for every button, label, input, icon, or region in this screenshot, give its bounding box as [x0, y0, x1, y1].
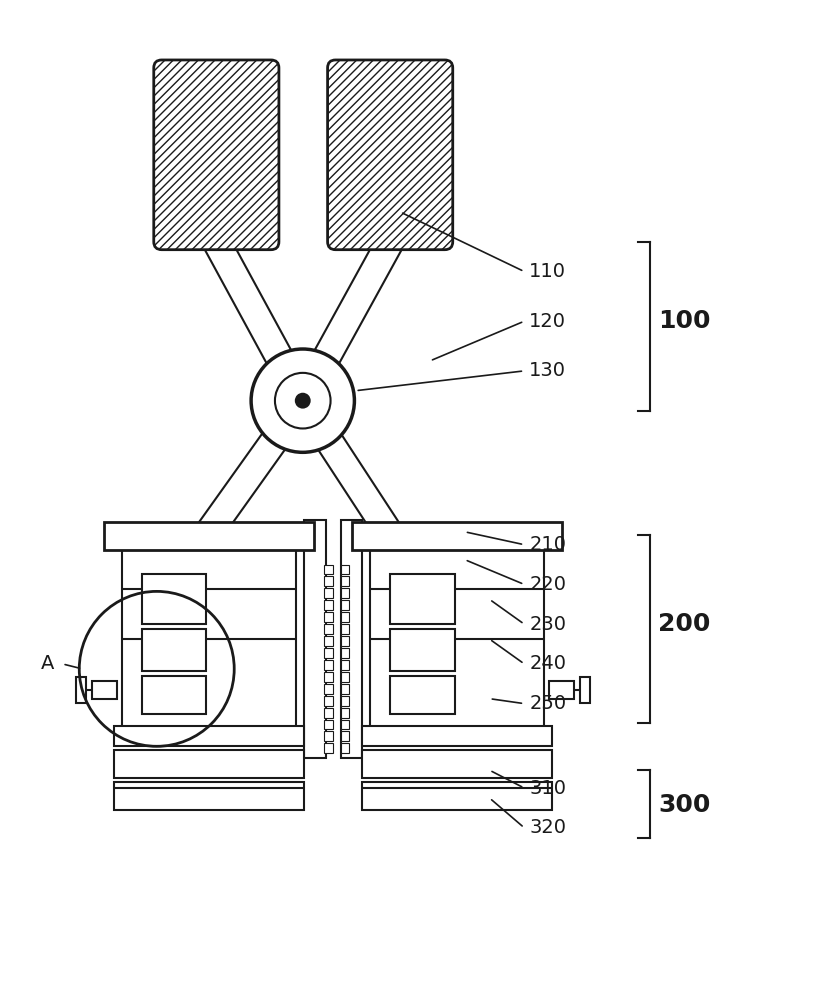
- Bar: [324, 660, 333, 670]
- Bar: [122, 550, 295, 728]
- Polygon shape: [185, 393, 314, 558]
- Bar: [340, 720, 349, 729]
- Bar: [76, 677, 86, 703]
- Bar: [340, 648, 349, 658]
- Circle shape: [295, 393, 310, 409]
- Bar: [390, 574, 455, 624]
- Polygon shape: [290, 235, 403, 407]
- Bar: [580, 677, 590, 703]
- Bar: [324, 636, 333, 646]
- Bar: [324, 576, 333, 586]
- Bar: [324, 612, 333, 622]
- Bar: [340, 600, 349, 610]
- Bar: [340, 612, 349, 622]
- FancyBboxPatch shape: [154, 60, 279, 250]
- Bar: [324, 708, 333, 718]
- Bar: [340, 708, 349, 718]
- Bar: [390, 676, 455, 714]
- Bar: [324, 696, 333, 706]
- Text: 200: 200: [658, 612, 710, 636]
- Bar: [114, 726, 304, 746]
- Bar: [104, 522, 314, 550]
- Bar: [324, 648, 333, 658]
- Bar: [340, 684, 349, 694]
- Bar: [340, 636, 349, 646]
- Text: 120: 120: [530, 312, 566, 331]
- Bar: [370, 550, 544, 728]
- Bar: [340, 624, 349, 634]
- Circle shape: [251, 349, 354, 452]
- Bar: [340, 565, 349, 574]
- Text: 220: 220: [530, 575, 566, 594]
- Text: 130: 130: [530, 361, 566, 380]
- Bar: [142, 629, 207, 671]
- Bar: [363, 782, 552, 810]
- Bar: [324, 565, 333, 574]
- Bar: [390, 629, 455, 671]
- Bar: [324, 731, 333, 741]
- Bar: [92, 681, 117, 699]
- Bar: [324, 684, 333, 694]
- Polygon shape: [204, 235, 315, 407]
- Bar: [353, 522, 562, 550]
- Bar: [324, 588, 333, 598]
- Bar: [142, 574, 207, 624]
- Bar: [340, 588, 349, 598]
- Bar: [363, 726, 552, 746]
- Bar: [324, 600, 333, 610]
- Text: 250: 250: [530, 694, 566, 713]
- Text: 210: 210: [530, 535, 566, 554]
- Bar: [324, 624, 333, 634]
- Text: 110: 110: [530, 262, 566, 281]
- Text: 320: 320: [530, 818, 566, 837]
- Bar: [114, 750, 304, 778]
- Bar: [142, 676, 207, 714]
- Bar: [340, 696, 349, 706]
- Text: 100: 100: [658, 309, 710, 333]
- Text: 300: 300: [658, 793, 710, 817]
- Bar: [340, 743, 349, 753]
- Bar: [114, 782, 304, 810]
- Bar: [340, 660, 349, 670]
- Bar: [549, 681, 574, 699]
- Bar: [304, 520, 325, 758]
- Text: 240: 240: [530, 654, 566, 673]
- Polygon shape: [291, 393, 412, 557]
- Bar: [340, 520, 363, 758]
- FancyBboxPatch shape: [328, 60, 452, 250]
- Bar: [324, 743, 333, 753]
- Bar: [340, 672, 349, 682]
- Text: 310: 310: [530, 779, 566, 798]
- Bar: [324, 672, 333, 682]
- Bar: [340, 576, 349, 586]
- Text: A: A: [41, 654, 54, 673]
- Bar: [324, 720, 333, 729]
- Bar: [363, 750, 552, 778]
- Text: 230: 230: [530, 615, 566, 634]
- Bar: [340, 731, 349, 741]
